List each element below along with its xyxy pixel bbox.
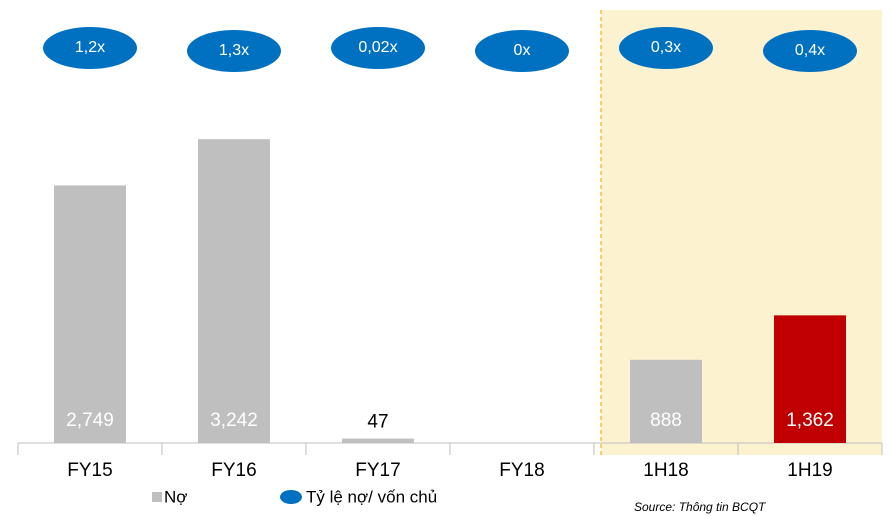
ratio-label: 0x — [514, 42, 531, 59]
ratio-bubble — [187, 30, 281, 72]
bar — [198, 139, 270, 443]
ratio-bubble — [619, 27, 713, 69]
ratio-bubble — [331, 27, 425, 69]
bar — [54, 185, 126, 443]
ratio-label: 1,2x — [75, 39, 105, 56]
x-tick-label: FY15 — [67, 460, 112, 481]
bar-value-label: 47 — [367, 412, 388, 433]
bar-value-label: 2,749 — [66, 410, 114, 431]
bar-value-label: 1,362 — [786, 410, 834, 431]
x-tick-label: FY18 — [499, 460, 544, 481]
ratio-bubble — [43, 27, 137, 69]
bar-value-label: 3,242 — [210, 410, 258, 431]
bar — [342, 438, 414, 443]
bar — [774, 315, 846, 443]
ratio-label: 0,02x — [358, 39, 397, 56]
ratio-label: 0,4x — [795, 42, 825, 59]
ratio-bubble — [763, 30, 857, 72]
legend-swatch — [280, 490, 302, 504]
legend-label: Nợ — [164, 487, 187, 506]
ratio-bubble — [475, 30, 569, 72]
legend-swatch — [152, 492, 162, 502]
x-tick-label: 1H19 — [787, 460, 832, 481]
x-tick-label: FY16 — [211, 460, 256, 481]
source-note: Source: Thông tin BCQT — [634, 500, 767, 514]
x-tick-label: FY17 — [355, 460, 400, 481]
ratio-label: 0,3x — [651, 39, 681, 56]
bar-value-label: 888 — [650, 410, 682, 431]
ratio-label: 1,3x — [219, 42, 249, 59]
legend-label: Tỷ lệ nợ/ vốn chủ — [306, 487, 437, 506]
x-tick-label: 1H18 — [643, 460, 688, 481]
bar — [630, 359, 702, 443]
